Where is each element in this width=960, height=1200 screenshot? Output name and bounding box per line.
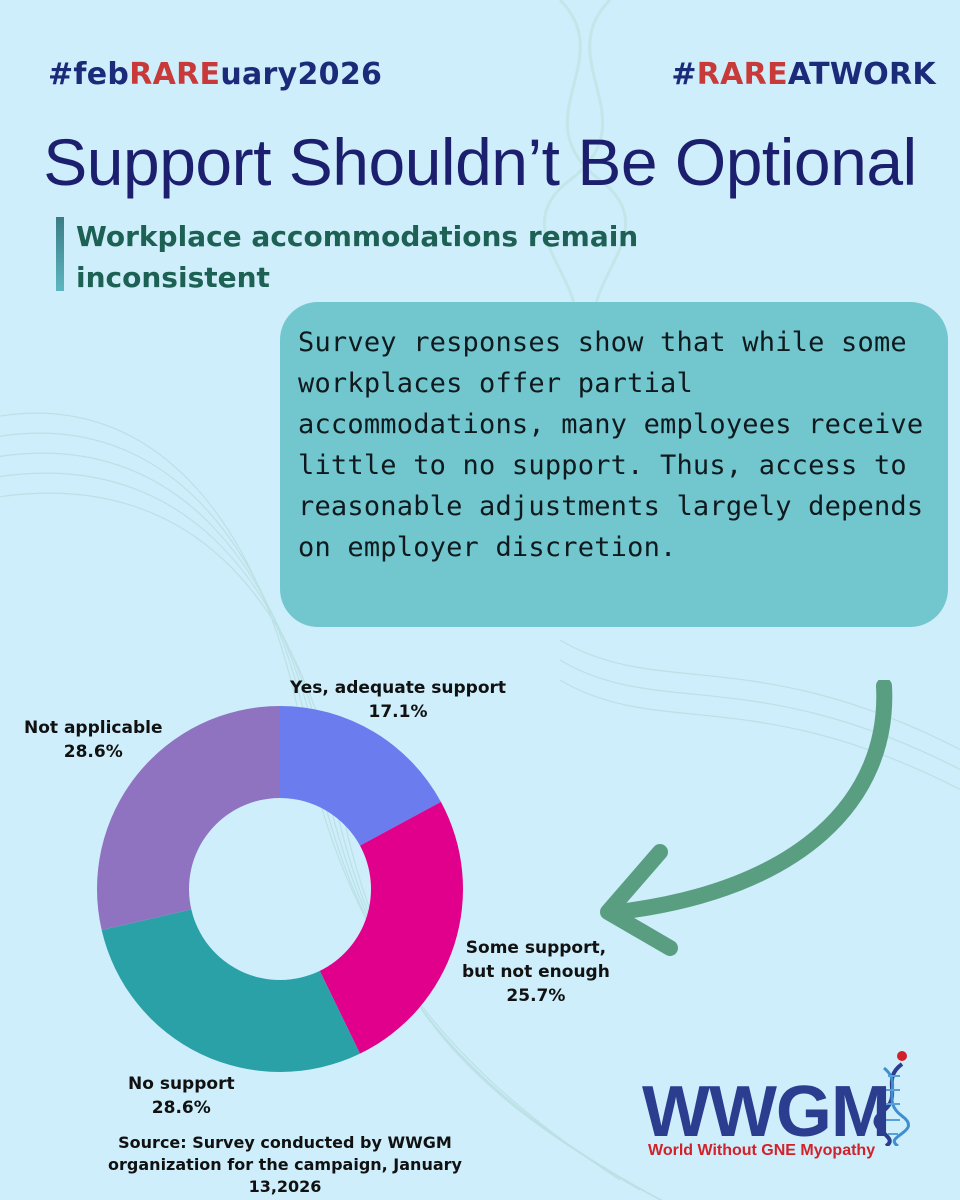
callout-text: Survey responses show that while some wo… xyxy=(298,327,924,563)
label-no-support: No support 28.6% xyxy=(128,1072,235,1120)
hashtag-febrareuary: #febRAREuary2026 xyxy=(48,57,382,92)
subtitle-accent-bar xyxy=(56,217,64,291)
hashtag-rareatwork: #RAREATWORK xyxy=(671,57,936,92)
hashtag-left-post: uary2026 xyxy=(220,57,383,92)
hashtag-left-pre: #feb xyxy=(48,57,130,92)
label-some-support: Some support, but not enough 25.7% xyxy=(462,936,610,1008)
hashtag-right-pre: # xyxy=(671,57,697,92)
label-some-text-2: but not enough xyxy=(462,962,610,982)
logo-tagline: World Without GNE Myopathy xyxy=(648,1142,876,1159)
label-yes-adequate: Yes, adequate support 17.1% xyxy=(290,676,506,724)
wwgm-logo: WWGM World Without GNE Myopathy xyxy=(640,1050,920,1170)
label-not-applicable: Not applicable 28.6% xyxy=(24,716,163,764)
source-note: Source: Survey conducted by WWGM organiz… xyxy=(108,1133,462,1196)
hashtag-right-accent: RARE xyxy=(696,57,788,92)
page-title: Support Shouldn’t Be Optional xyxy=(43,125,917,199)
donut-slice-no-support xyxy=(101,909,360,1072)
label-no-text: No support xyxy=(128,1074,235,1094)
hashtag-left-accent: RARE xyxy=(129,57,221,92)
label-yes-value: 17.1% xyxy=(368,702,428,722)
hashtag-right-post: ATWORK xyxy=(787,57,936,92)
label-yes-text: Yes, adequate support xyxy=(290,678,507,698)
subtitle: Workplace accommodations remain inconsis… xyxy=(76,220,639,294)
curved-arrow xyxy=(600,680,893,956)
label-some-value: 25.7% xyxy=(506,986,566,1006)
donut-chart xyxy=(97,706,464,1072)
donut-slice-some-support-but-not-enough xyxy=(319,801,464,1054)
logo-wordmark: WWGM xyxy=(642,1072,891,1152)
callout-box: Survey responses show that while some wo… xyxy=(280,302,948,627)
donut-slice-not-applicable xyxy=(97,706,281,931)
label-na-value: 28.6% xyxy=(63,742,123,762)
donut-slice-yes-adequate-support xyxy=(280,706,441,846)
dna-helix-icon xyxy=(873,1051,910,1146)
label-no-value: 28.6% xyxy=(151,1098,211,1118)
label-some-text-1: Some support, xyxy=(465,938,607,958)
label-na-text: Not applicable xyxy=(24,718,163,738)
